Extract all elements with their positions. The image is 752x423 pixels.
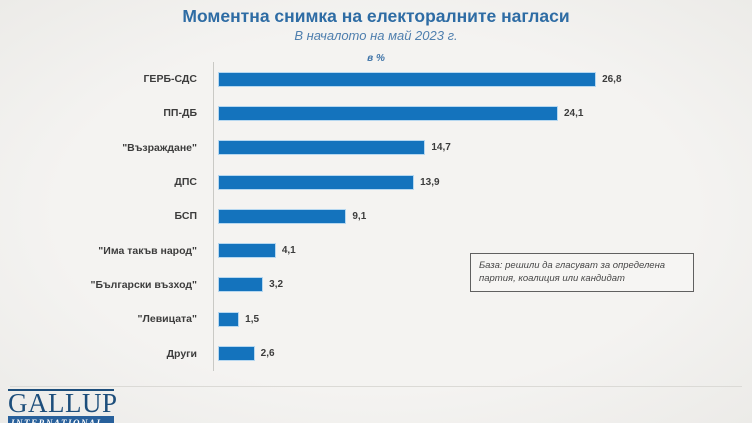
value-label: 26,8: [602, 73, 622, 85]
category-label: ГЕРБ-СДС: [143, 73, 197, 86]
category-label: БСП: [174, 210, 197, 223]
bar: [218, 243, 276, 259]
bar: [218, 277, 264, 293]
chart-subtitle: В началото на май 2023 г.: [294, 28, 458, 43]
value-label: 14,7: [431, 142, 451, 154]
value-label: 9,1: [352, 210, 367, 222]
base-note-text: База: решили да гласуват за определена п…: [479, 260, 666, 284]
bar-area: 1,5: [218, 311, 260, 327]
bar-area: 4,1: [218, 243, 296, 259]
bar-area: 14,7: [218, 140, 451, 156]
chart-title: Моментна снимка на електоралните нагласи: [182, 6, 570, 26]
bar: [218, 174, 415, 190]
bar: [218, 208, 347, 224]
logo-international-text: INTERNATIONAL: [8, 416, 114, 423]
logo-gallup-text: GALLUP: [8, 388, 118, 418]
chart-row: Други 2,6: [0, 336, 752, 370]
category-label: "Левицата": [137, 313, 197, 326]
bar: [218, 311, 240, 327]
chart-row: БСП 9,1: [0, 199, 752, 233]
chart-row: ПП-ДБ 24,1: [0, 96, 752, 130]
chart-rows: ГЕРБ-СДС 26,8 ПП-ДБ 24,1 "Възраждане" 14,7 ДПС…: [0, 62, 752, 371]
chart-row: "Има такъв народ" 4,1: [0, 233, 752, 267]
y-axis-line: [213, 62, 214, 371]
category-label: "Български възход": [90, 278, 197, 291]
value-label: 3,2: [269, 279, 284, 291]
value-label: 24,1: [563, 107, 584, 119]
value-label: 13,9: [420, 176, 440, 188]
category-label: Други: [166, 347, 197, 360]
chart-row: "Български възход" 3,2: [0, 268, 752, 302]
base-note-box: База: решили да гласуват за определена п…: [470, 253, 694, 292]
bar-area: 26,8: [218, 71, 622, 87]
bar-area: 13,9: [218, 174, 440, 190]
bar-area: 9,1: [218, 208, 367, 224]
chart-header: Моментна снимка на електоралните нагласи…: [0, 0, 752, 65]
chart-row: "Възраждане" 14,7: [0, 131, 752, 165]
bar: [218, 140, 426, 156]
chart-row: ДПС 13,9: [0, 165, 752, 199]
bar: [218, 71, 597, 87]
value-label: 1,5: [245, 313, 260, 325]
value-label: 4,1: [281, 245, 296, 257]
category-label: "Възраждане": [122, 141, 197, 154]
category-label: ПП-ДБ: [163, 107, 197, 120]
chart-row: "Левицата" 1,5: [0, 302, 752, 336]
chart-row: ГЕРБ-СДС 26,8: [0, 62, 752, 96]
bar-area: 3,2: [218, 277, 284, 293]
bar: [218, 346, 255, 362]
bar-area: 24,1: [218, 105, 584, 121]
bar: [218, 105, 558, 121]
gallup-logo: GALLUP INTERNATIONAL: [8, 388, 118, 423]
bar-area: 2,6: [218, 346, 275, 362]
category-label: "Има такъв народ": [98, 244, 197, 257]
logo-top-rule: [8, 389, 114, 391]
horizontal-bar-chart: ГЕРБ-СДС 26,8 ПП-ДБ 24,1 "Възраждане" 14,7 ДПС…: [0, 62, 752, 371]
value-label: 2,6: [260, 348, 275, 360]
unit-label: в %: [367, 53, 385, 64]
category-label: ДПС: [174, 176, 197, 189]
footer-divider: [10, 386, 742, 387]
